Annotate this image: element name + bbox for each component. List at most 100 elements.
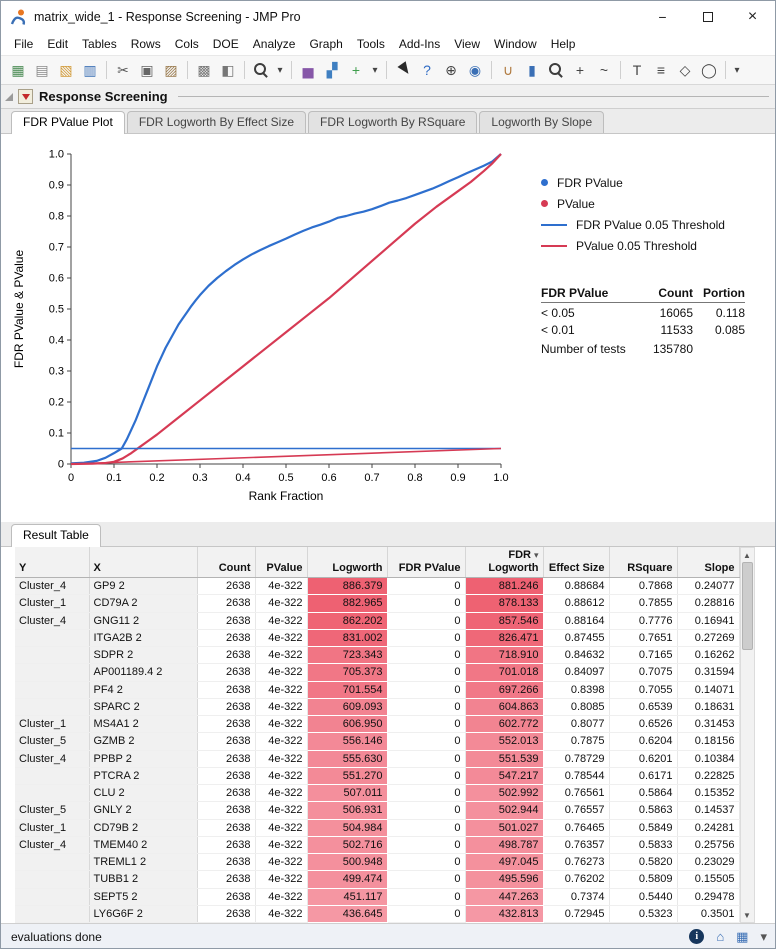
cell-pvalue[interactable]: 4e-322	[255, 801, 308, 820]
menu-edit[interactable]: Edit	[47, 37, 69, 51]
cell-logworth[interactable]: 507.011	[307, 784, 388, 803]
cell-pvalue[interactable]: 4e-322	[255, 663, 308, 682]
cell-fdr_pvalue[interactable]: 0	[387, 801, 466, 820]
toolbar-overflow-icon[interactable]: ▾	[734, 64, 740, 76]
cell-logworth[interactable]: 499.474	[307, 870, 388, 889]
cell-effect_size[interactable]: 0.87455	[543, 629, 610, 648]
cell-y[interactable]: Cluster_5	[15, 732, 90, 751]
cell-pvalue[interactable]: 4e-322	[255, 836, 308, 855]
annotate-icon[interactable]: T	[632, 62, 642, 78]
menu-cols[interactable]: Cols	[174, 37, 199, 51]
cell-pvalue[interactable]: 4e-322	[255, 750, 308, 768]
cell-count[interactable]: 2638	[197, 784, 256, 803]
cell-count[interactable]: 2638	[197, 888, 256, 906]
cell-logworth[interactable]: 556.146	[307, 732, 388, 751]
cell-rsquare[interactable]: 0.5323	[609, 905, 678, 924]
cell-count[interactable]: 2638	[197, 870, 256, 889]
crosshair-icon[interactable]: ⊕	[445, 61, 457, 78]
cell-fdr_pvalue[interactable]: 0	[387, 663, 466, 682]
cell-y[interactable]	[15, 663, 90, 682]
cell-logworth[interactable]: 502.716	[307, 836, 388, 855]
menu-tools[interactable]: Tools	[356, 37, 385, 51]
table-row[interactable]: AP001189.4 2 2638 4e-322 705.373 0 701.018 0.8…	[15, 663, 740, 682]
cell-effect_size[interactable]: 0.88612	[543, 594, 610, 613]
cell-fdr_logworth[interactable]: 697.266	[465, 681, 544, 699]
cell-pvalue[interactable]: 4e-322	[255, 870, 308, 889]
cell-fdr_logworth[interactable]: 447.263	[465, 888, 544, 906]
cell-rsquare[interactable]: 0.6526	[609, 715, 678, 734]
cell-fdr_pvalue[interactable]: 0	[387, 646, 466, 665]
cell-slope[interactable]: 0.3501	[677, 905, 740, 924]
table-row[interactable]: PF4 2 2638 4e-322 701.554 0 697.266 0.8398 0.70…	[15, 681, 740, 699]
cell-logworth[interactable]: 500.948	[307, 853, 388, 872]
cell-y[interactable]	[15, 784, 90, 803]
cell-slope[interactable]: 0.14071	[677, 681, 740, 699]
cell-rsquare[interactable]: 0.5864	[609, 784, 678, 803]
cell-y[interactable]: Cluster_4	[15, 836, 90, 855]
cell-rsquare[interactable]: 0.5863	[609, 801, 678, 820]
menu-window[interactable]: Window	[494, 37, 537, 51]
cell-fdr_pvalue[interactable]: 0	[387, 836, 466, 855]
cell-logworth[interactable]: 451.117	[307, 888, 388, 906]
cell-slope[interactable]: 0.16941	[677, 612, 740, 630]
cell-x[interactable]: PTCRA 2	[89, 767, 198, 786]
cell-slope[interactable]: 0.15505	[677, 870, 740, 889]
cell-x[interactable]: PPBP 2	[89, 750, 198, 768]
cell-effect_size[interactable]: 0.76465	[543, 819, 610, 837]
cell-x[interactable]: CLU 2	[89, 784, 198, 803]
magnifier-icon[interactable]	[545, 59, 567, 81]
cell-fdr_logworth[interactable]: 495.596	[465, 870, 544, 889]
table-row[interactable]: Cluster_5 GZMB 2 2638 4e-322 556.146 0 552.013…	[15, 732, 740, 751]
cell-effect_size[interactable]: 0.78544	[543, 767, 610, 786]
menu-rows[interactable]: Rows	[130, 37, 161, 51]
fdr-pvalue-plot[interactable]: 0 0.1 0.2 0.3 0.4 0.5 0.6 0.7 0.8 0.9 1.0 0 0.1 0.2 0.…	[9, 142, 531, 508]
copy-icon[interactable]: ▣	[140, 61, 154, 78]
distribution-icon[interactable]: ▅	[302, 61, 314, 78]
cell-logworth[interactable]: 723.343	[307, 646, 388, 665]
cell-y[interactable]: Cluster_5	[15, 801, 90, 820]
table-row[interactable]: Cluster_4 PPBP 2 2638 4e-322 555.630 0 551.539…	[15, 750, 740, 768]
cell-fdr_pvalue[interactable]: 0	[387, 853, 466, 872]
cell-x[interactable]: TUBB1 2	[89, 870, 198, 889]
col-header-pvalue[interactable]: PValue	[255, 547, 308, 578]
cell-slope[interactable]: 0.18156	[677, 732, 740, 751]
table-row[interactable]: SEPT5 2 2638 4e-322 451.117 0 447.263 0.7374 0.…	[15, 888, 740, 906]
cell-rsquare[interactable]: 0.5833	[609, 836, 678, 855]
table-row[interactable]: Cluster_1 MS4A1 2 2638 4e-322 606.950 0 602.77…	[15, 715, 740, 734]
cell-x[interactable]: TREML1 2	[89, 853, 198, 872]
cell-pvalue[interactable]: 4e-322	[255, 681, 308, 699]
table-row[interactable]: ITGA2B 2 2638 4e-322 831.002 0 826.471 0.87455…	[15, 629, 740, 648]
status-dropdown-icon[interactable]: ▾	[760, 928, 767, 944]
cell-slope[interactable]: 0.27269	[677, 629, 740, 648]
cell-fdr_logworth[interactable]: 547.217	[465, 767, 544, 786]
cell-logworth[interactable]: 551.270	[307, 767, 388, 786]
cell-rsquare[interactable]: 0.5820	[609, 853, 678, 872]
cell-y[interactable]: Cluster_4	[15, 612, 90, 630]
menu-help[interactable]: Help	[550, 37, 576, 51]
sort-descending-icon[interactable]: ▾	[533, 550, 539, 560]
cell-logworth[interactable]: 555.630	[307, 750, 388, 768]
cell-x[interactable]: CD79B 2	[89, 819, 198, 837]
cell-effect_size[interactable]: 0.88164	[543, 612, 610, 630]
cell-fdr_logworth[interactable]: 497.045	[465, 853, 544, 872]
cell-pvalue[interactable]: 4e-322	[255, 888, 308, 906]
cell-effect_size[interactable]: 0.76561	[543, 784, 610, 803]
cell-x[interactable]: MS4A1 2	[89, 715, 198, 734]
brush-icon[interactable]: ▮	[528, 61, 536, 78]
menu-analyze[interactable]: Analyze	[252, 37, 296, 51]
table-row[interactable]: TUBB1 2 2638 4e-322 499.474 0 495.596 0.76202 0…	[15, 870, 740, 889]
layout-lines-icon[interactable]: ≡	[656, 62, 666, 78]
table-row[interactable]: Cluster_4 TMEM40 2 2638 4e-322 502.716 0 498.7…	[15, 836, 740, 855]
table-row[interactable]: Cluster_1 CD79B 2 2638 4e-322 504.984 0 501.02…	[15, 819, 740, 837]
table-row[interactable]: Cluster_4 GNG11 2 2638 4e-322 862.202 0 857.54…	[15, 612, 740, 630]
cell-fdr_pvalue[interactable]: 0	[387, 888, 466, 906]
col-header-slope[interactable]: Slope	[677, 547, 740, 578]
tab-fdr-pvalue-plot[interactable]: FDR PValue Plot	[11, 111, 125, 134]
save-icon[interactable]: ▥	[83, 61, 97, 78]
cell-slope[interactable]: 0.24281	[677, 819, 740, 837]
table-row[interactable]: Cluster_5 GNLY 2 2638 4e-322 506.931 0 502.944…	[15, 801, 740, 820]
cell-count[interactable]: 2638	[197, 698, 256, 717]
cell-effect_size[interactable]: 0.7875	[543, 732, 610, 751]
cell-y[interactable]	[15, 629, 90, 648]
cell-count[interactable]: 2638	[197, 801, 256, 820]
